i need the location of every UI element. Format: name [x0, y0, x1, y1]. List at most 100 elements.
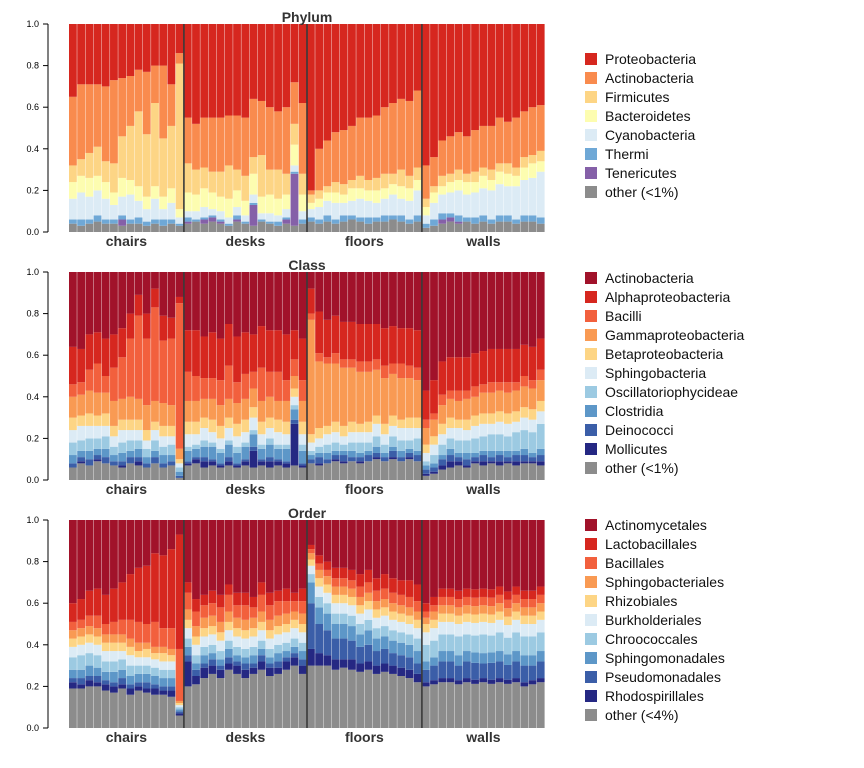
bar-segment: [405, 378, 414, 418]
bar-segment: [265, 520, 275, 593]
bar-segment: [151, 653, 160, 660]
bar-segment: [142, 688, 152, 693]
bar-segment: [380, 173, 390, 189]
legend-label: Deinococci: [605, 422, 673, 438]
bar-segment: [233, 215, 242, 220]
bar-segment: [413, 682, 422, 728]
bar-segment: [339, 450, 349, 456]
bar-segment: [487, 413, 496, 424]
bar-segment: [93, 588, 102, 616]
bar-segment: [183, 609, 193, 620]
legend-swatch: [585, 110, 597, 122]
bar-segment: [298, 338, 307, 381]
bar-segment: [233, 646, 242, 656]
bar-segment: [454, 24, 463, 133]
panel-class: chairs desks floors walls0.00.20.40.60.81.0…: [26, 257, 744, 497]
bar-segment: [520, 624, 529, 637]
bar-segment: [134, 217, 143, 224]
legend-swatch: [585, 538, 597, 550]
bar-segment: [77, 382, 86, 395]
legend-swatch: [585, 329, 597, 341]
bar-segment: [274, 221, 283, 226]
bar-segment: [134, 682, 143, 687]
bar-segment: [224, 630, 234, 641]
bar-segment: [430, 596, 439, 606]
bar-segment: [134, 642, 143, 652]
bar-segment: [421, 165, 431, 199]
bar-segment: [331, 24, 340, 133]
bar-segment: [101, 198, 111, 220]
bar-segment: [454, 452, 463, 458]
bar-segment: [233, 24, 242, 116]
bar-segment: [216, 380, 225, 406]
bar-segment: [356, 324, 365, 362]
bar-segment: [134, 69, 143, 112]
bar-segment: [471, 662, 480, 680]
bar-segment: [421, 617, 431, 624]
bar-segment: [151, 694, 160, 728]
bar-segment: [159, 690, 168, 695]
bar-segment: [454, 357, 463, 391]
bar-segment: [380, 452, 390, 458]
bar-segment: [430, 619, 439, 629]
bar-segment: [265, 630, 275, 639]
bar-segment: [380, 588, 390, 600]
bar-segment: [421, 624, 431, 633]
y-tick-label: 0.8: [26, 309, 39, 319]
bar-segment: [495, 603, 504, 612]
bar-segment: [495, 455, 504, 462]
bar-segment: [512, 520, 521, 587]
bar-segment: [290, 638, 299, 647]
bar-segment: [512, 382, 521, 391]
bar-segment: [446, 182, 455, 193]
bar-segment: [454, 636, 463, 656]
bar-segment: [224, 648, 234, 658]
bar-segment: [307, 565, 316, 575]
bar-segment: [208, 432, 217, 443]
bar-segment: [446, 272, 455, 358]
bar-segment: [372, 457, 381, 460]
bar-segment: [241, 459, 250, 462]
bar-segment: [298, 380, 307, 401]
bar-segment: [241, 200, 250, 216]
bar-segment: [175, 272, 184, 297]
bar-segment: [77, 636, 86, 645]
bar-segment: [77, 520, 86, 600]
bar-segment: [397, 24, 406, 99]
bar-segment: [512, 619, 521, 633]
bar-segment: [85, 334, 94, 370]
bar-segment: [356, 624, 365, 635]
bar-segment: [389, 603, 398, 612]
legend-label: Clostridia: [605, 403, 664, 419]
bar-segment: [208, 215, 217, 218]
bar-segment: [479, 221, 488, 232]
bar-segment: [536, 223, 545, 232]
bar-segment: [389, 373, 398, 416]
bar-segment: [142, 520, 152, 566]
bar-segment: [224, 217, 234, 224]
bar-segment: [536, 632, 545, 652]
bar-segment: [471, 452, 480, 458]
bar-segment: [479, 663, 488, 679]
bar-segment: [241, 442, 250, 447]
bar-segment: [348, 125, 357, 180]
bar-segment: [528, 107, 537, 156]
bar-segment: [495, 215, 504, 222]
bar-segment: [110, 400, 119, 426]
bar-segment: [454, 221, 463, 224]
bar-segment: [224, 461, 234, 466]
bar-segment: [265, 461, 275, 468]
bar-segment: [151, 288, 160, 308]
bar-segment: [503, 599, 513, 609]
bar-segment: [389, 520, 398, 579]
bar-segment: [85, 450, 94, 460]
bar-segment: [159, 219, 168, 226]
bar-segment: [167, 669, 176, 679]
bar-segment: [446, 221, 455, 232]
bar-segment: [315, 438, 324, 447]
bar-segment: [479, 392, 488, 414]
bar-segment: [315, 555, 324, 564]
bar-segment: [503, 413, 513, 424]
bar-segment: [69, 442, 78, 456]
bar-segment: [241, 117, 250, 176]
